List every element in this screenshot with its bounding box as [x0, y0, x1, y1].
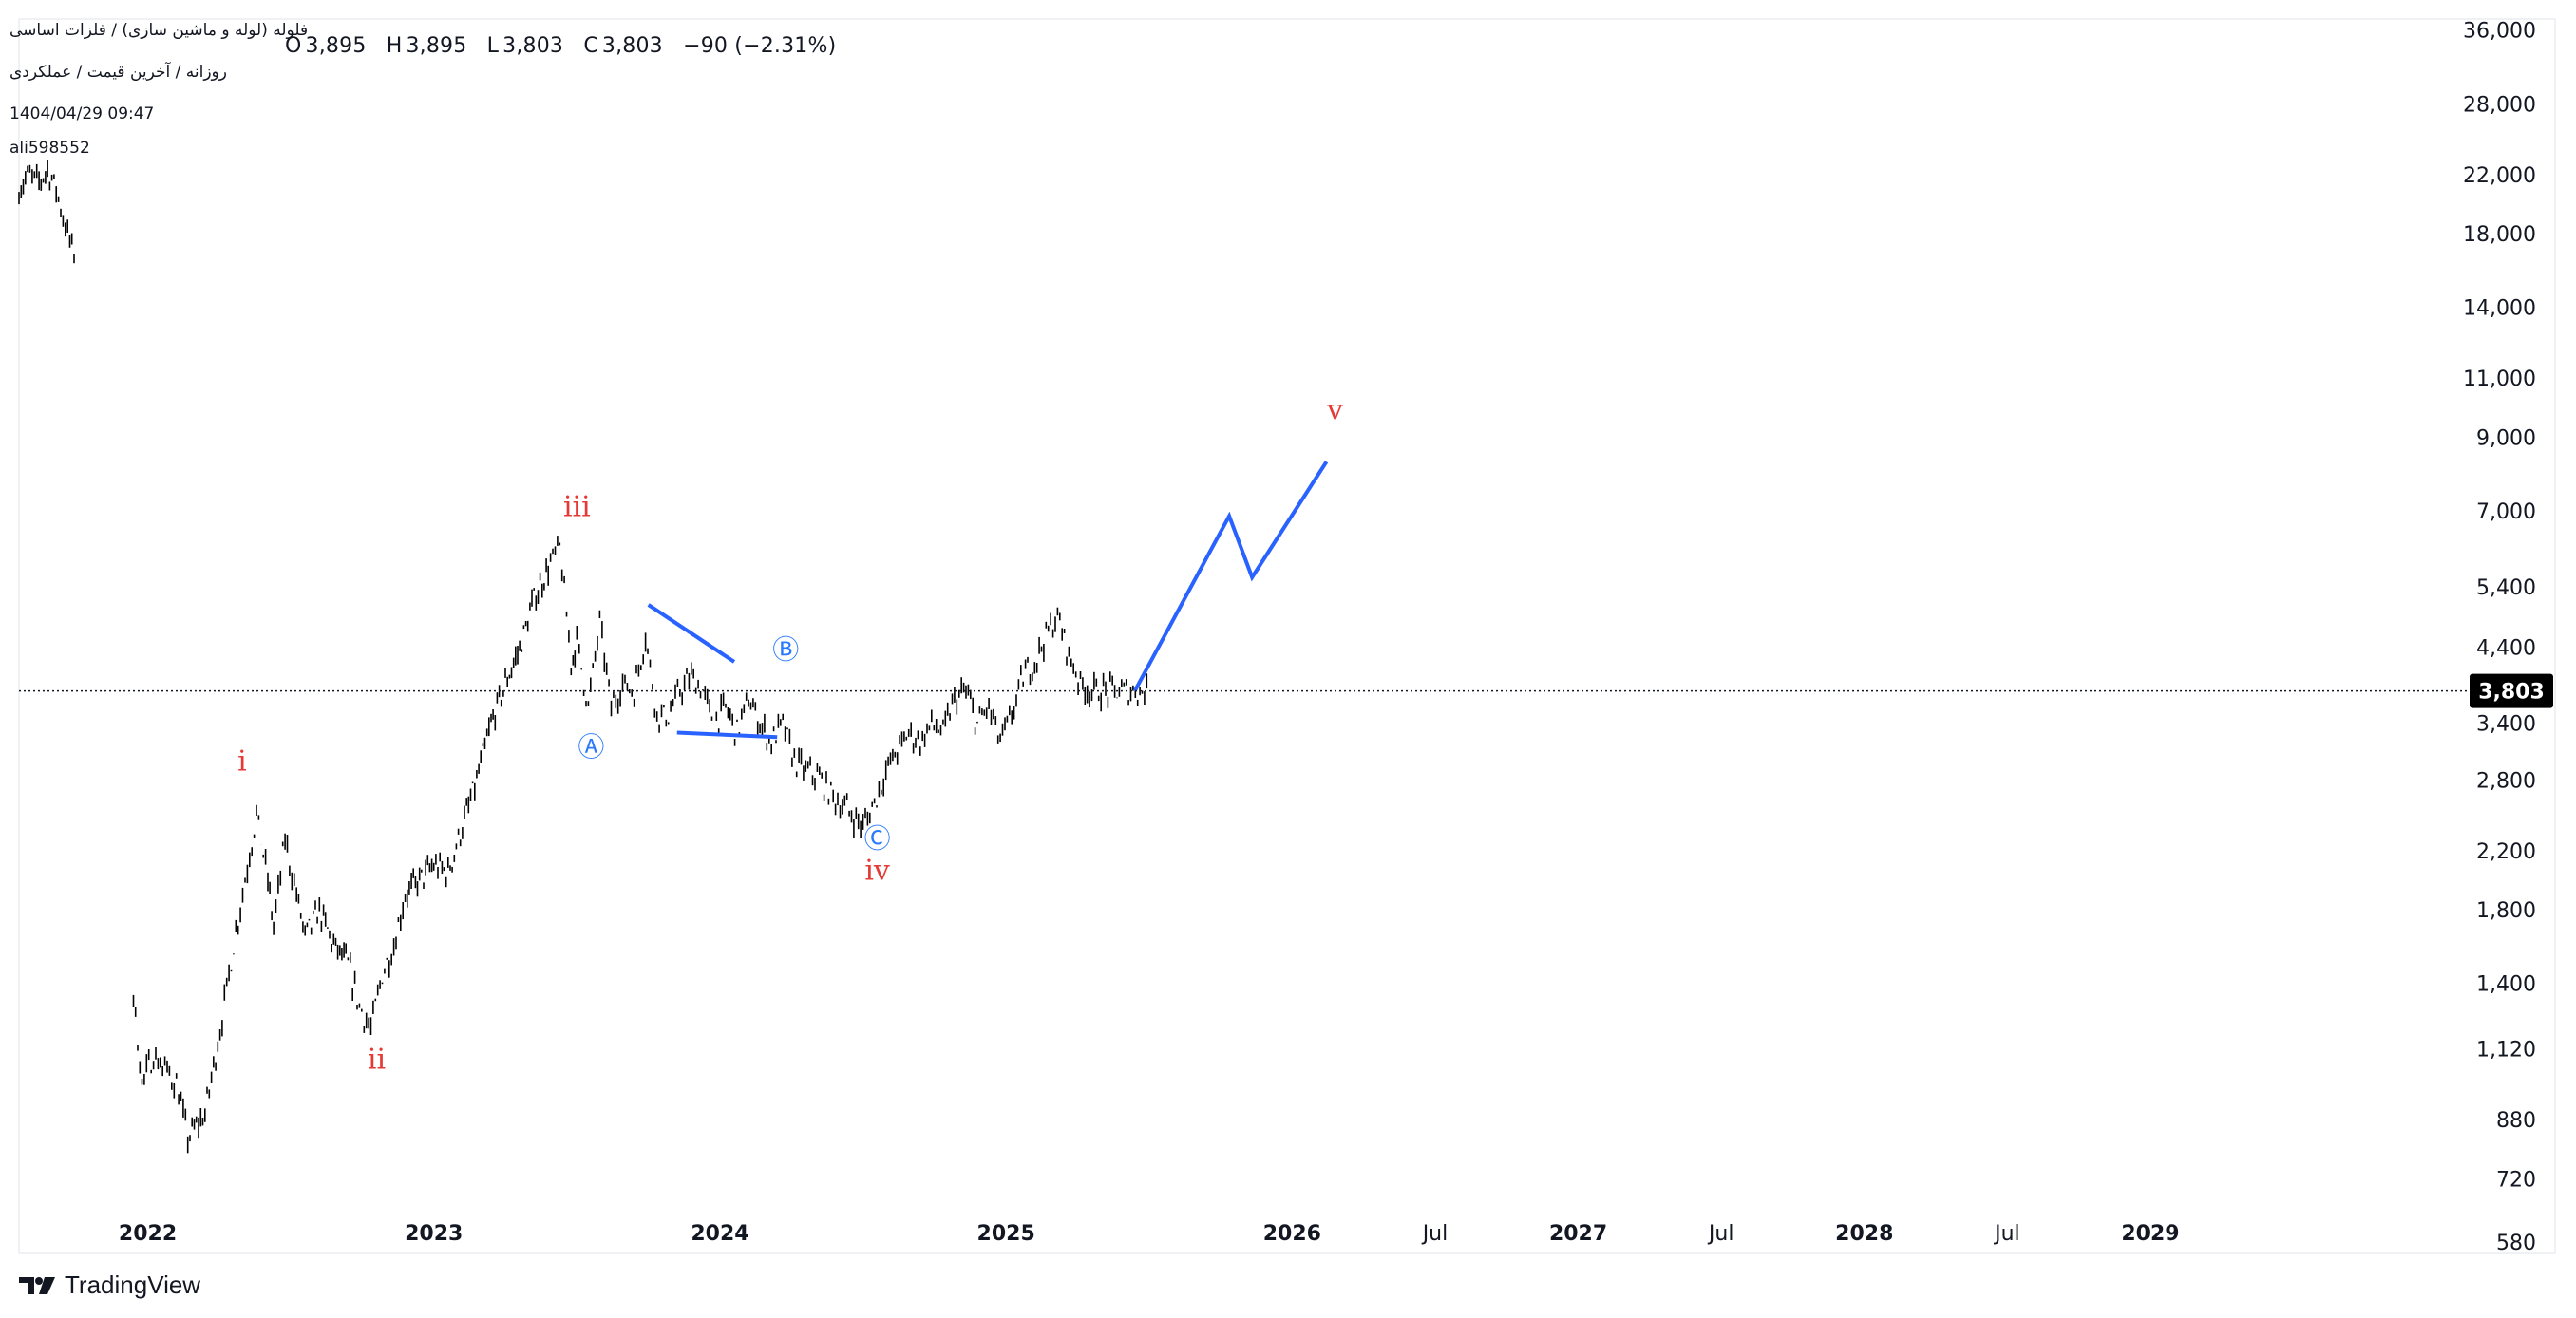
y-axis-tick-label: 36,000 [2463, 20, 2536, 44]
wave-label[interactable]: iii [563, 490, 591, 523]
y-axis-tick-label: 1,120 [2476, 1039, 2536, 1063]
x-axis-tick-label: Jul [1993, 1222, 2020, 1246]
trendline[interactable] [676, 730, 778, 740]
high-label: H [386, 34, 403, 58]
y-axis-tick-label: 580 [2496, 1232, 2536, 1255]
x-axis-tick-label: Jul [1421, 1222, 1449, 1246]
y-axis-tick-label: 11,000 [2463, 367, 2536, 391]
author-name[interactable]: ali598552 [9, 139, 90, 158]
y-axis-tick-label: 4,400 [2476, 637, 2536, 661]
y-axis-tick-label: 720 [2496, 1168, 2536, 1192]
ohlc-legend: O 3,895 H 3,895 L 3,803 C 3,803 −90 (−2.31%) [285, 34, 836, 58]
y-axis-tick-label: 9,000 [2476, 426, 2536, 450]
x-axis-tick-label: 2028 [1835, 1222, 1893, 1246]
trendline[interactable] [647, 603, 736, 664]
y-axis-tick-label: 2,200 [2476, 840, 2536, 864]
y-axis-tick-label: 14,000 [2463, 297, 2536, 321]
y-axis-tick-label: 5,400 [2476, 576, 2536, 600]
tradingview-logo-icon [19, 1276, 55, 1294]
y-axis-tick-label: 18,000 [2463, 223, 2536, 247]
timestamp: 1404/04/29 09:47 [9, 104, 155, 123]
low-label: L [486, 34, 500, 58]
y-axis-tick-label: 2,800 [2476, 769, 2536, 793]
tradingview-logo[interactable]: TradingView [19, 1271, 200, 1300]
x-axis-tick-label: 2026 [1263, 1222, 1321, 1246]
change-value: −90 (−2.31%) [683, 34, 837, 58]
y-axis-tick-label: 28,000 [2463, 93, 2536, 117]
tradingview-wordmark: TradingView [65, 1271, 201, 1299]
symbol-title[interactable]: فلوله (لوله و ماشین سازی) / فلزات اساسی [9, 21, 309, 40]
wave-label[interactable]: ii [368, 1044, 386, 1077]
y-axis-tick-label: 880 [2496, 1109, 2536, 1133]
plot-area-border [18, 18, 2556, 1254]
wave-label[interactable]: v [1326, 393, 1343, 426]
y-axis-tick-label: 22,000 [2463, 164, 2536, 188]
x-axis-tick-label: 2029 [2121, 1222, 2179, 1246]
sub-wave-label[interactable]: Ⓐ [578, 731, 604, 763]
sub-wave-label[interactable]: Ⓑ [772, 633, 799, 665]
projection-path[interactable] [1132, 461, 1329, 692]
sub-wave-label[interactable]: Ⓒ [864, 823, 891, 855]
x-axis-tick-label: 2024 [691, 1222, 748, 1246]
last-price-label: 3,803 [2478, 681, 2545, 705]
x-axis-tick-label: 2027 [1549, 1222, 1607, 1246]
open-label: O [285, 34, 302, 58]
y-axis-tick-label: 1,400 [2476, 973, 2536, 997]
open-value: 3,895 [305, 34, 367, 58]
last-price-badge [2470, 673, 2553, 708]
timeframe-line: روزانه / آخرین قیمت / عملکردی [9, 63, 227, 82]
high-value: 3,895 [406, 34, 467, 58]
x-axis-tick-label: 2023 [405, 1222, 463, 1246]
x-axis-tick-label: 2025 [977, 1222, 1035, 1246]
y-axis-tick-label: 3,400 [2476, 712, 2536, 736]
y-axis-tick-label: 1,800 [2476, 899, 2536, 923]
x-axis-tick-label: Jul [1707, 1222, 1734, 1246]
wave-label[interactable]: i [237, 744, 247, 778]
x-axis-tick-label: 2022 [119, 1222, 177, 1246]
y-axis-tick-label: 7,000 [2476, 500, 2536, 524]
close-label: C [583, 34, 598, 58]
low-value: 3,803 [502, 34, 564, 58]
close-value: 3,803 [601, 34, 663, 58]
wave-label[interactable]: iv [864, 854, 890, 887]
